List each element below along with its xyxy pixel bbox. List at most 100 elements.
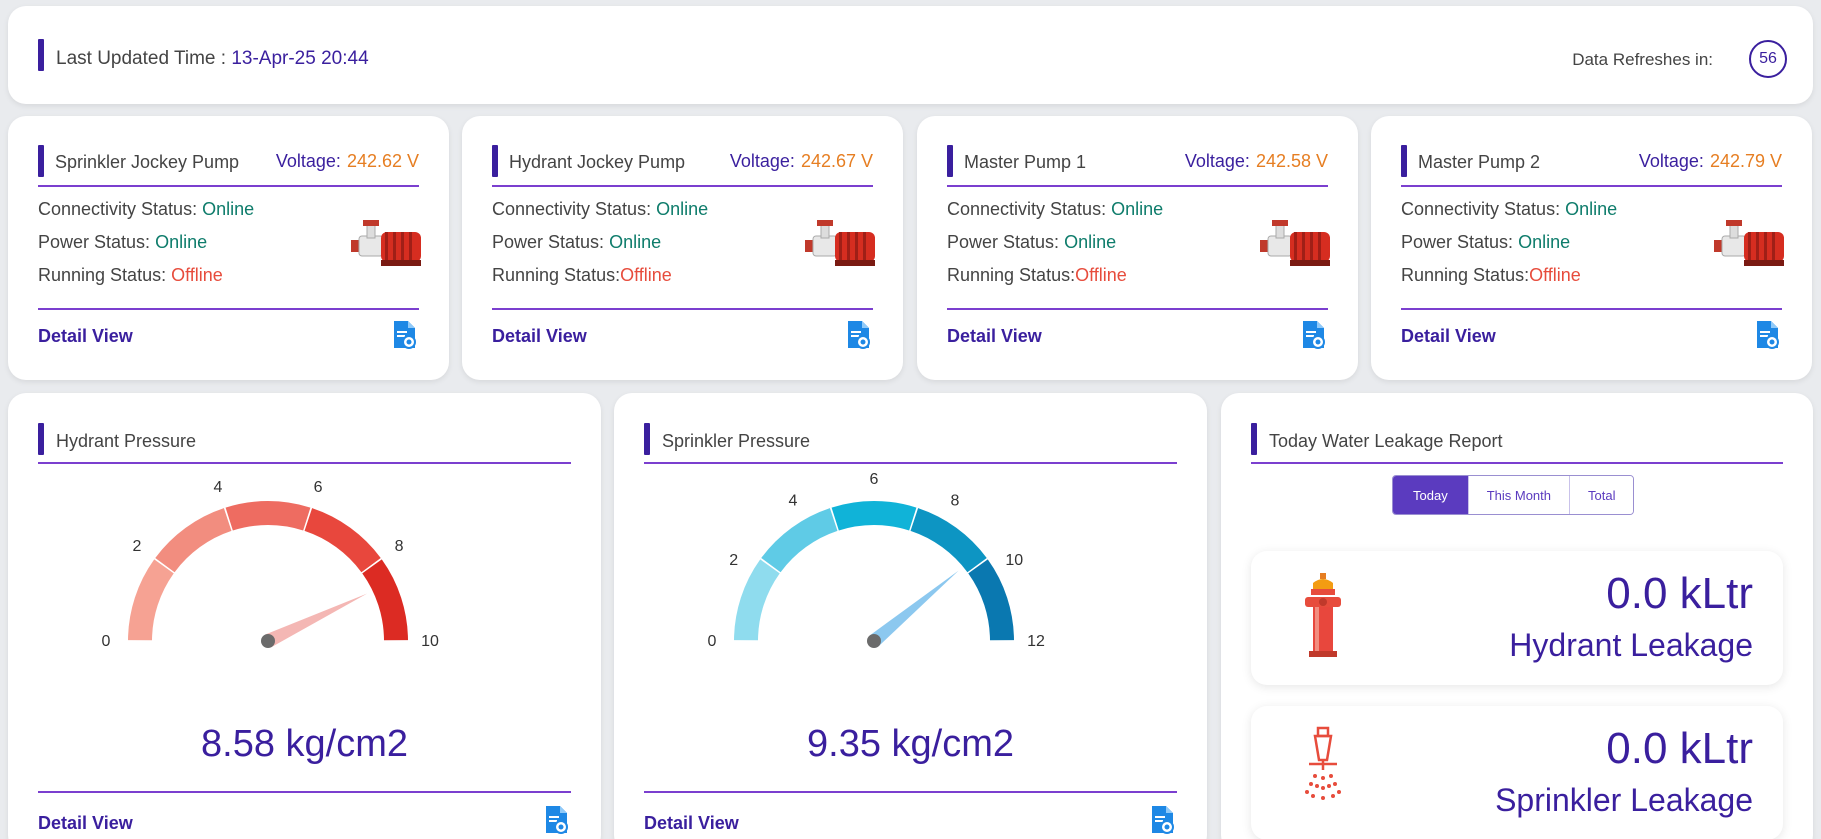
hydrant-gauge: 0 2 4 6 8 10 [102,479,439,650]
tab-total[interactable]: Total [1570,476,1634,514]
header-bar: Last Updated Time : 13-Apr-25 20:44 Data… [8,6,1813,104]
voltage-label: Voltage: [1184,151,1250,171]
hydrant-leakage-label: Hydrant Leakage [1509,627,1753,663]
detail-view-link[interactable]: Detail View [38,326,133,346]
divider [38,308,419,310]
power-status: Power Status: Online [1401,232,1570,253]
sprinkler-leakage-value: 0.0 kLtr [1606,724,1753,773]
voltage-label: Voltage: [1638,151,1704,171]
accent-bar [38,423,44,455]
status-value: Online [1518,232,1571,252]
document-search-icon[interactable] [1754,320,1782,350]
power-status: Power Status: Online [38,232,207,253]
document-search-icon[interactable] [1300,320,1328,350]
accent-bar [947,145,953,177]
gauge-tick-label: 2 [132,538,141,555]
document-search-icon[interactable] [543,805,571,835]
accent-bar [38,145,44,177]
document-search-icon[interactable] [845,320,873,350]
accent-bar [644,423,650,455]
gauge-tick-label: 8 [395,538,404,555]
tab-this-month[interactable]: This Month [1468,476,1571,514]
pump-title: Hydrant Jockey Pump [509,152,686,172]
detail-view-link[interactable]: Detail View [492,326,587,346]
voltage-value: 242.67 V [800,151,873,171]
gauge-hub [261,634,275,648]
divider [492,308,873,310]
gauge-tick-label: 10 [421,633,439,650]
status-value: Online [1565,199,1618,219]
status-label: Running Status: [38,265,172,285]
last-updated-label: Last Updated Time : [56,48,232,69]
status-value: Offline [1529,265,1581,285]
hydrant-leakage-value: 0.0 kLtr [1606,569,1753,618]
pump-title: Sprinkler Jockey Pump [55,152,240,172]
gauge-band [155,508,232,573]
divider [492,185,873,187]
voltage-label: Voltage: [729,151,795,171]
status-value: Online [155,232,208,252]
divider [1401,185,1782,187]
sprinkler-leakage-label: Sprinkler Leakage [1495,782,1753,818]
gauge-tick-label: 10 [1005,552,1023,569]
gauge-band [831,501,917,531]
document-search-icon[interactable] [391,320,419,350]
pump-card: Master Pump 2 Voltage: 242.79 V Connectiv… [1371,116,1812,380]
gauge-tick-label: 8 [951,493,960,510]
status-value: Online [656,199,709,219]
status-value: Online [1111,199,1164,219]
detail-view-link[interactable]: Detail View [947,326,1042,346]
last-updated-value: 13-Apr-25 20:44 [231,48,369,69]
status-label: Connectivity Status: [38,199,203,219]
status-label: Power Status: [1401,232,1519,252]
status-value: Offline [1075,265,1127,285]
gauge-needle [264,593,368,648]
sprinkler-pressure-card: Sprinkler Pressure 0 2 4 6 8 10 12 9.35 kg/cm2… [614,393,1207,839]
status-value: Online [1064,232,1117,252]
sprinkler-head-icon [1305,726,1341,800]
accent-bar [492,145,498,177]
divider [1251,462,1783,464]
status-value: Online [202,199,255,219]
sprinkler-pressure-value: 9.35 kg/cm2 [807,723,1014,765]
accent-bar [1401,145,1407,177]
status-label: Running Status: [1401,265,1530,285]
accent-bar [1251,423,1257,455]
document-search-icon[interactable] [1149,805,1177,835]
gauge-tick-label: 0 [102,633,111,650]
tab-today[interactable]: Today [1393,476,1469,514]
divider [1401,308,1782,310]
power-status: Power Status: Online [947,232,1116,253]
gauge-band [968,559,1014,641]
detail-view-link[interactable]: Detail View [1401,326,1496,346]
last-updated: Last Updated Time : 13-Apr-25 20:44 [56,48,369,70]
voltage-readout: Voltage: 242.58 V [1185,151,1328,172]
connectivity-status: Connectivity Status: Online [492,199,708,220]
sprinkler-gauge: 0 2 4 6 8 10 12 [708,473,1045,650]
gauge-tick-label: 6 [870,473,879,488]
status-value: Offline [620,265,672,285]
status-label: Connectivity Status: [947,199,1112,219]
voltage-label: Voltage: [275,151,341,171]
pump-card: Master Pump 1 Voltage: 242.58 V Connectiv… [917,116,1358,380]
gauge-tick-label: 4 [213,479,222,496]
detail-view-link[interactable]: Detail View [644,813,739,833]
gauge-band [304,508,381,573]
divider [947,308,1328,310]
status-label: Running Status: [492,265,621,285]
voltage-readout: Voltage: 242.67 V [730,151,873,172]
detail-view-link[interactable]: Detail View [38,813,133,833]
status-label: Power Status: [492,232,610,252]
status-label: Power Status: [947,232,1065,252]
gauge-needle [869,570,959,647]
status-label: Connectivity Status: [1401,199,1566,219]
running-status: Running Status:Offline [492,265,672,286]
status-value: Online [609,232,662,252]
voltage-value: 242.62 V [346,151,419,171]
refresh-countdown: 56 [1749,40,1787,78]
pump-icon [1260,220,1330,266]
pump-icon [805,220,875,266]
card-title: Hydrant Pressure [56,431,197,451]
divider [644,791,1177,793]
divider [38,185,419,187]
